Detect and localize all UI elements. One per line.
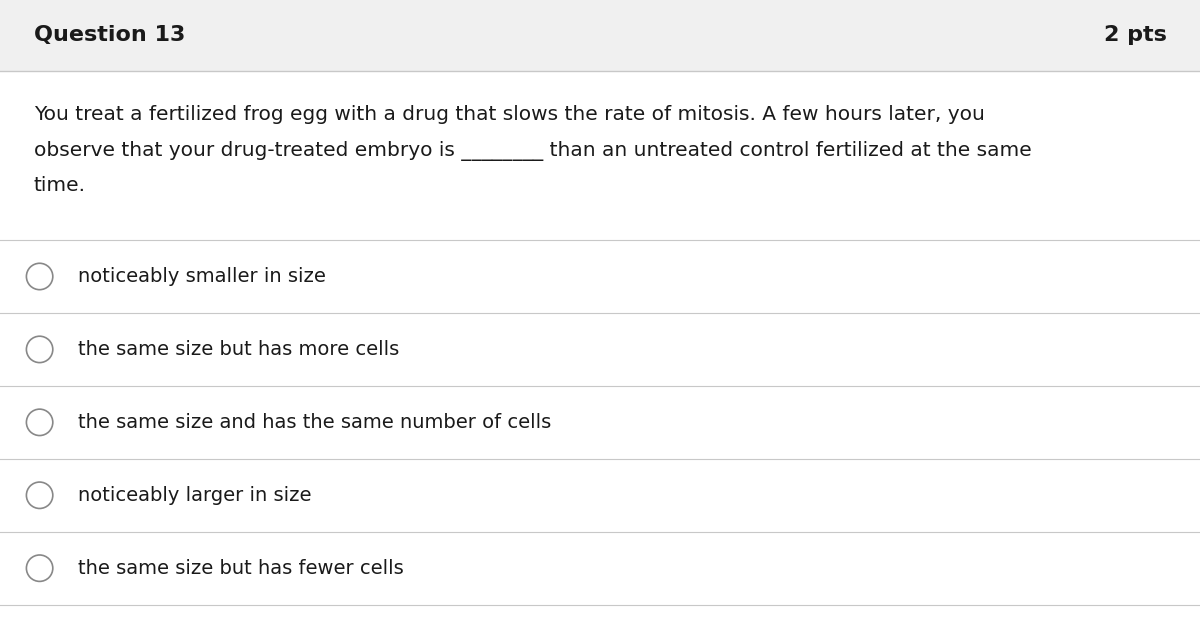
Text: You treat a fertilized frog egg with a drug that slows the rate of mitosis. A fe: You treat a fertilized frog egg with a d… [34,105,984,124]
Text: the same size but has more cells: the same size but has more cells [78,340,400,359]
Text: noticeably smaller in size: noticeably smaller in size [78,267,326,286]
Text: time.: time. [34,176,85,196]
Text: the same size but has fewer cells: the same size but has fewer cells [78,559,403,578]
Text: 2 pts: 2 pts [1104,25,1166,46]
Text: noticeably larger in size: noticeably larger in size [78,486,312,505]
Text: observe that your drug-treated embryo is ________ than an untreated control fert: observe that your drug-treated embryo is… [34,141,1031,160]
Text: the same size and has the same number of cells: the same size and has the same number of… [78,413,551,432]
Text: Question 13: Question 13 [34,25,185,46]
Bar [0,0,1200,71]
